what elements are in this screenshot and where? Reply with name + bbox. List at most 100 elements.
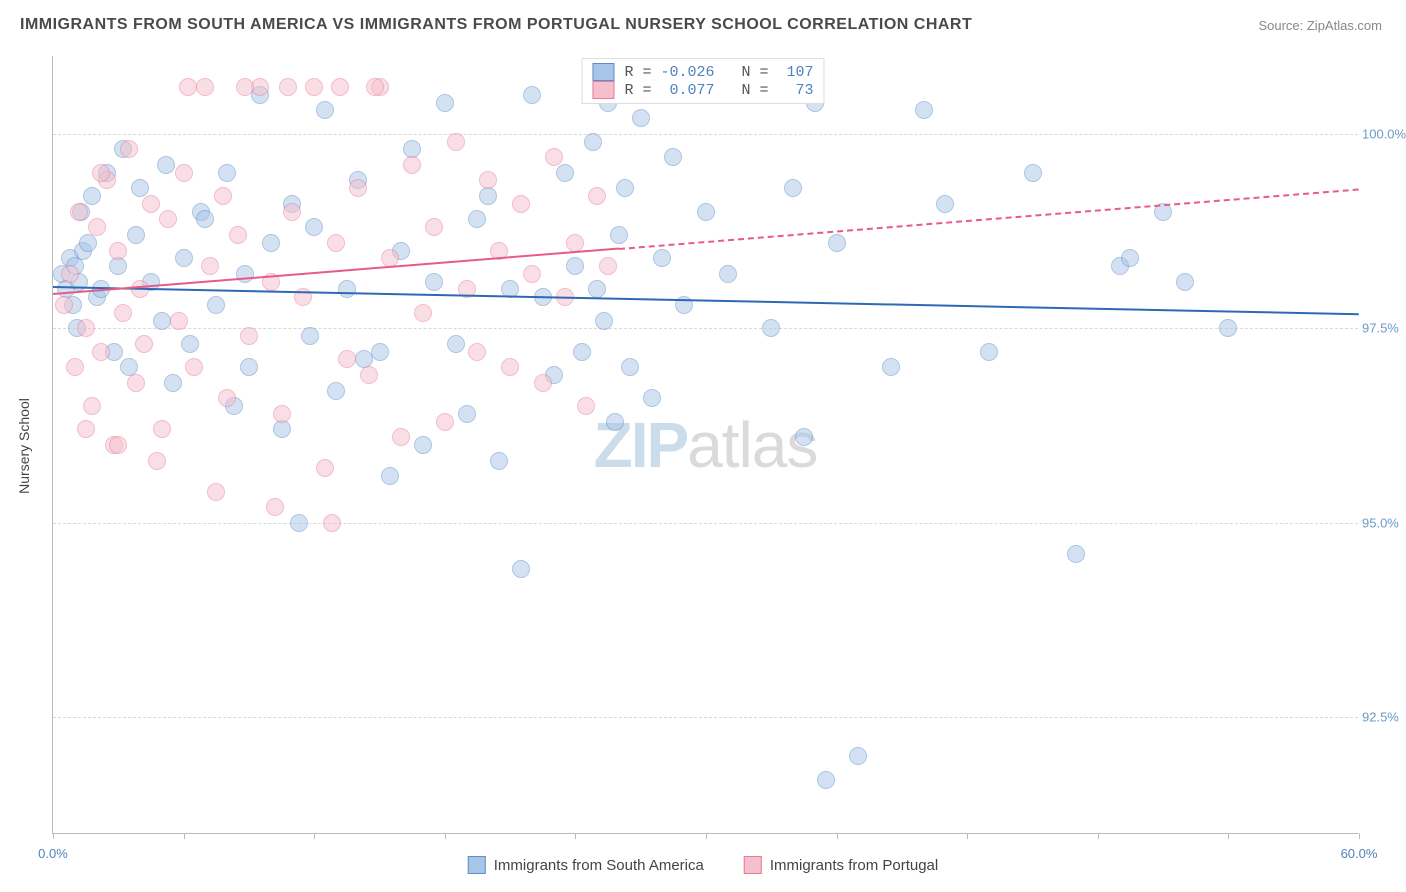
scatter-point <box>338 350 356 368</box>
scatter-point <box>153 312 171 330</box>
scatter-point <box>273 420 291 438</box>
scatter-point <box>425 218 443 236</box>
scatter-point <box>240 327 258 345</box>
legend-swatch <box>468 856 486 874</box>
scatter-point <box>349 179 367 197</box>
gridline <box>53 523 1358 524</box>
scatter-point <box>92 164 110 182</box>
scatter-point <box>468 343 486 361</box>
scatter-point <box>181 335 199 353</box>
scatter-point <box>114 304 132 322</box>
scatter-point <box>566 257 584 275</box>
x-tick <box>575 833 576 839</box>
plot-area: ZIPatlas 92.5%95.0%97.5%100.0%0.0%60.0% <box>52 56 1358 834</box>
scatter-point <box>66 358 84 376</box>
scatter-point <box>240 358 258 376</box>
scatter-point <box>305 78 323 96</box>
scatter-point <box>127 226 145 244</box>
scatter-point <box>436 94 454 112</box>
x-tick <box>184 833 185 839</box>
scatter-point <box>153 420 171 438</box>
series-legend-item: Immigrants from Portugal <box>744 856 938 874</box>
scatter-point <box>127 374 145 392</box>
scatter-point <box>599 257 617 275</box>
scatter-point <box>185 358 203 376</box>
scatter-point <box>77 420 95 438</box>
correlation-legend-text: R = 0.077 N = 73 <box>624 82 813 99</box>
gridline <box>53 134 1358 135</box>
series-legend-label: Immigrants from South America <box>494 857 704 874</box>
scatter-point <box>179 78 197 96</box>
scatter-point <box>201 257 219 275</box>
y-tick-label: 95.0% <box>1362 515 1406 530</box>
correlation-legend-text: R = -0.026 N = 107 <box>624 64 813 81</box>
scatter-point <box>175 249 193 267</box>
scatter-point <box>697 203 715 221</box>
scatter-point <box>77 319 95 337</box>
scatter-point <box>425 273 443 291</box>
scatter-point <box>323 514 341 532</box>
scatter-point <box>479 187 497 205</box>
scatter-point <box>1219 319 1237 337</box>
x-tick <box>967 833 968 839</box>
scatter-point <box>447 133 465 151</box>
scatter-point <box>290 514 308 532</box>
legend-swatch <box>592 63 614 81</box>
scatter-point <box>458 405 476 423</box>
series-legend-label: Immigrants from Portugal <box>770 857 938 874</box>
scatter-point <box>366 78 384 96</box>
scatter-point <box>92 343 110 361</box>
scatter-point <box>316 101 334 119</box>
trend-line <box>53 286 1359 315</box>
scatter-point <box>1067 545 1085 563</box>
watermark: ZIPatlas <box>594 408 818 482</box>
scatter-point <box>817 771 835 789</box>
scatter-point <box>327 382 345 400</box>
scatter-point <box>621 358 639 376</box>
scatter-point <box>577 397 595 415</box>
scatter-point <box>534 374 552 392</box>
scatter-point <box>79 234 97 252</box>
scatter-point <box>436 413 454 431</box>
scatter-point <box>279 78 297 96</box>
scatter-point <box>218 389 236 407</box>
scatter-point <box>849 747 867 765</box>
scatter-point <box>109 242 127 260</box>
source-link[interactable]: ZipAtlas.com <box>1307 18 1382 33</box>
scatter-point <box>327 234 345 252</box>
scatter-point <box>588 187 606 205</box>
scatter-point <box>109 436 127 454</box>
scatter-point <box>512 195 530 213</box>
scatter-point <box>83 397 101 415</box>
scatter-point <box>236 78 254 96</box>
scatter-point <box>83 187 101 205</box>
scatter-point <box>762 319 780 337</box>
scatter-point <box>175 164 193 182</box>
scatter-point <box>653 249 671 267</box>
scatter-point <box>159 210 177 228</box>
scatter-point <box>142 195 160 213</box>
scatter-point <box>616 179 634 197</box>
scatter-point <box>479 171 497 189</box>
scatter-point <box>588 280 606 298</box>
scatter-point <box>523 86 541 104</box>
scatter-point <box>316 459 334 477</box>
trend-line <box>619 188 1359 250</box>
x-tick-label: 0.0% <box>38 846 68 861</box>
scatter-point <box>643 389 661 407</box>
source-prefix: Source: <box>1258 18 1306 33</box>
series-legend-item: Immigrants from South America <box>468 856 704 874</box>
scatter-point <box>632 109 650 127</box>
scatter-point <box>218 164 236 182</box>
y-tick-label: 97.5% <box>1362 321 1406 336</box>
scatter-point <box>88 218 106 236</box>
x-tick <box>1098 833 1099 839</box>
correlation-legend: R = -0.026 N = 107R = 0.077 N = 73 <box>581 58 824 104</box>
scatter-point <box>545 148 563 166</box>
x-tick <box>445 833 446 839</box>
scatter-point <box>512 560 530 578</box>
series-legend: Immigrants from South America Immigrants … <box>468 856 938 874</box>
scatter-point <box>196 210 214 228</box>
scatter-point <box>882 358 900 376</box>
scatter-point <box>214 187 232 205</box>
